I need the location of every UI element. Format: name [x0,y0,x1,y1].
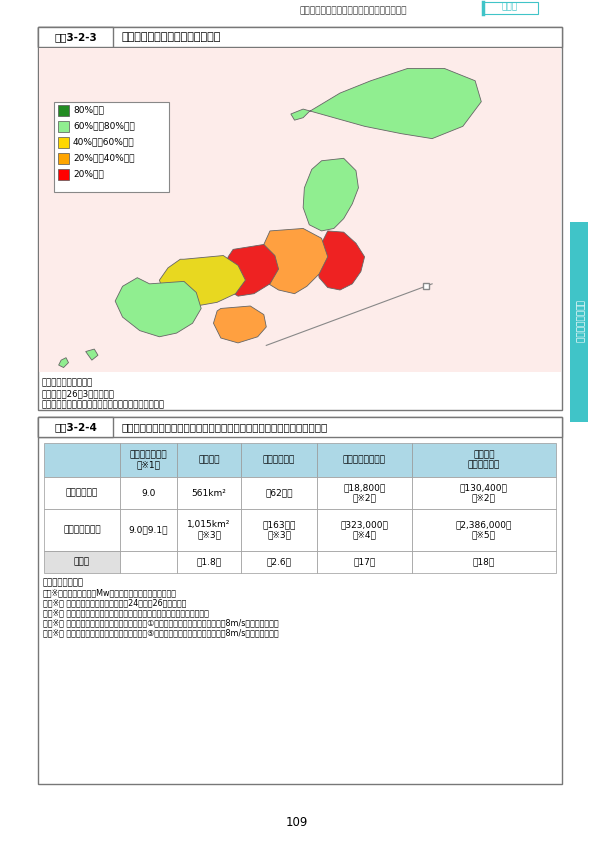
Text: 注２：我が国の領土を網羅的に記したものではない。: 注２：我が国の領土を網羅的に記したものではない。 [42,400,165,409]
Bar [412,477,556,509]
Bar [241,551,317,573]
Text: 約2,386,000棟
（※5）: 約2,386,000棟 （※5） [456,520,512,540]
Text: 約1.8倍: 約1.8倍 [196,557,222,567]
Text: 561km²: 561km² [192,488,227,498]
Text: 南海トラフ地震において被害が最大となるケースと東日本大震災との比較: 南海トラフ地震において被害が最大となるケースと東日本大震災との比較 [121,422,327,432]
Bar [58,153,69,164]
Text: ※３ 堤防・水門が地震動に対して正常に機能する場合の想定浸水区域。: ※３ 堤防・水門が地震動に対して正常に機能する場合の想定浸水区域。 [43,608,209,617]
Bar [44,477,120,509]
Text: 東日本大震災: 東日本大震災 [66,488,98,498]
Bar [38,417,562,784]
Bar [317,551,412,573]
Text: 注：※１（）内は津波のMw（モーメントマグニチュード）: 注：※１（）内は津波のMw（モーメントマグニチュード） [43,588,177,597]
Text: 浸水域内人口: 浸水域内人口 [263,456,295,465]
Polygon shape [258,228,328,294]
Bar [120,509,177,551]
Bar [38,27,113,47]
Bar [241,443,317,477]
Bar [120,551,177,573]
Text: 約17倍: 約17倍 [353,557,375,567]
Text: 浸水面積: 浸水面積 [198,456,220,465]
Bar [177,443,241,477]
Text: ※２ 緊急災害対策本部発表（平成24年６月26日）の人数: ※２ 緊急災害対策本部発表（平成24年６月26日）の人数 [43,598,186,607]
Bar [177,509,241,551]
Polygon shape [214,306,267,343]
Bar [483,2,538,14]
Polygon shape [303,158,358,231]
Bar [412,443,556,477]
Text: 地籍調査の進捗率（面積ベース）: 地籍調査の進捗率（面積ベース） [121,32,220,42]
Polygon shape [59,358,68,368]
Text: ※５ 地震動（陸側）、津波ケース（ケース⑤）、時間帯（冬・夕方）、風速（8m/s）の場合の被害: ※５ 地震動（陸側）、津波ケース（ケース⑤）、時間帯（冬・夕方）、風速（8m/s… [43,628,278,637]
Polygon shape [291,68,481,139]
Text: 80%以上: 80%以上 [73,105,104,115]
Text: 9.0: 9.0 [141,488,156,498]
Text: 土地に関する動向: 土地に関する動向 [575,301,584,344]
Text: 自然災害の発生の可能性を踏まえた土地利用: 自然災害の発生の可能性を踏まえた土地利用 [300,6,408,15]
Polygon shape [159,255,245,306]
Text: 約2.6倍: 約2.6倍 [267,557,292,567]
Text: 20%未満: 20%未満 [73,169,104,179]
Text: 死者・行方不明者: 死者・行方不明者 [343,456,386,465]
Bar [177,477,241,509]
Bar [58,137,69,148]
Text: 40%以上60%未満: 40%以上60%未満 [73,137,134,147]
Bar [39,48,561,372]
Bar [120,443,177,477]
Bar [38,27,562,410]
Text: 南海トラフ地震: 南海トラフ地震 [63,525,101,535]
Text: 20%以上40%未満: 20%以上40%未満 [73,153,134,163]
Bar [317,477,412,509]
Bar [58,169,69,180]
Text: 9.0（9.1）: 9.0（9.1） [129,525,168,535]
Bar [412,551,556,573]
Text: 約163万人
（※3）: 約163万人 （※3） [262,520,296,540]
Bar [317,443,412,477]
Polygon shape [115,278,201,337]
Polygon shape [86,349,98,360]
Text: 約18倍: 約18倍 [472,557,495,567]
Bar [44,443,120,477]
Polygon shape [317,231,365,290]
Text: ※４ 地震動（陸側）、津波ケース（ケース①）、時間帯（冬・深夜）、風速（8m/s）の場合の被害: ※４ 地震動（陸側）、津波ケース（ケース①）、時間帯（冬・深夜）、風速（8m/s… [43,618,278,627]
Bar [412,509,556,551]
Text: 資料：内閣府資料: 資料：内閣府資料 [43,578,84,587]
Text: 約62万人: 約62万人 [265,488,293,498]
Text: 約18,800人
（※2）: 約18,800人 （※2） [343,483,386,503]
Bar [241,477,317,509]
Bar [570,222,588,422]
Bar [58,121,69,132]
Bar [38,27,562,47]
Bar [38,417,113,437]
Text: 注１：平成26年3月末時点。: 注１：平成26年3月末時点。 [42,389,115,398]
Bar [44,551,120,573]
Bar [120,477,177,509]
Bar [38,417,562,437]
Text: 60%以上80%未満: 60%以上80%未満 [73,121,134,131]
Text: 約130,400棟
（※2）: 約130,400棟 （※2） [460,483,508,503]
Text: 図表3-2-4: 図表3-2-4 [54,422,97,432]
Text: マグニチュード
（※1）: マグニチュード （※1） [130,450,167,470]
Text: 建物被害
（全壊棟数）: 建物被害 （全壊棟数） [468,450,500,470]
Text: 図表3-2-3: 図表3-2-3 [54,32,97,42]
Bar [58,105,69,116]
Bar [54,102,169,192]
Bar [44,509,120,551]
Bar [317,509,412,551]
Text: 109: 109 [286,816,308,829]
Text: 1,015km²
（※3）: 1,015km² （※3） [187,520,231,540]
Text: 約323,000人
（※4）: 約323,000人 （※4） [340,520,388,540]
Text: 比　較: 比 較 [74,557,90,567]
Polygon shape [223,244,278,296]
Text: 第３章: 第３章 [502,2,518,11]
Bar [177,551,241,573]
Text: 資料：国土交通省資料: 資料：国土交通省資料 [42,378,93,387]
Bar [241,509,317,551]
